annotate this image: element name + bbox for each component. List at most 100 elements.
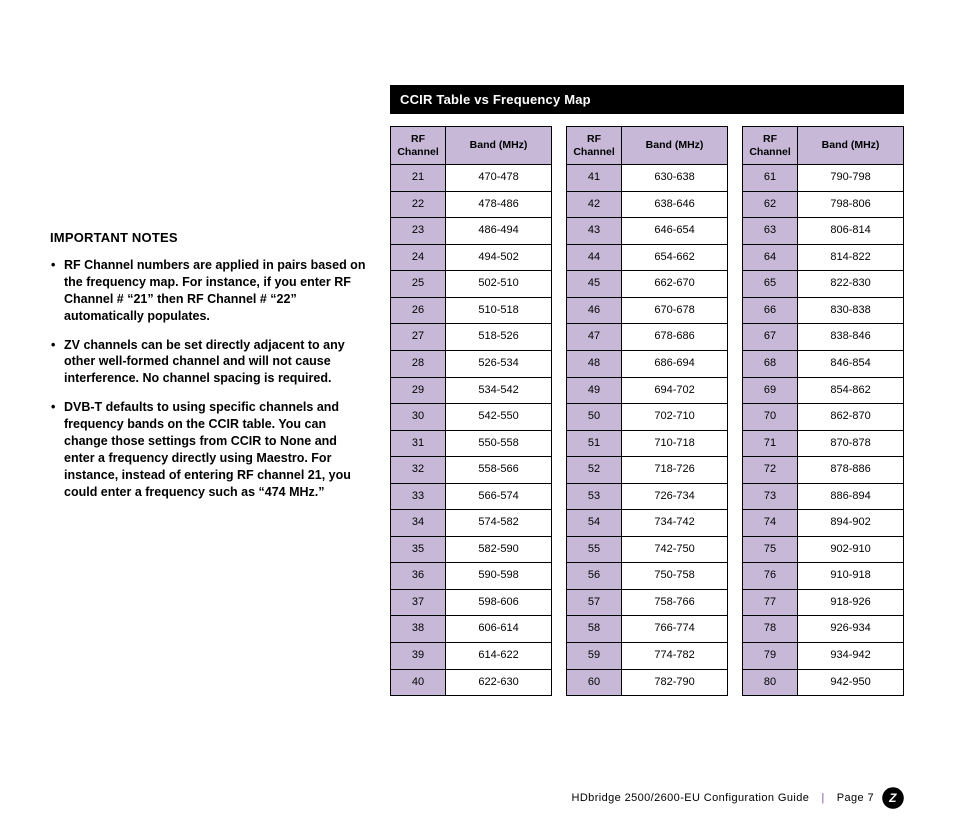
cell-band: 526-534 (446, 351, 552, 378)
table-row: 62798-806 (743, 191, 904, 218)
cell-band: 670-678 (622, 297, 728, 324)
table-row: 55742-750 (567, 536, 728, 563)
cell-rf-channel: 55 (567, 536, 622, 563)
table-row: 52718-726 (567, 457, 728, 484)
table-row: 41630-638 (567, 165, 728, 192)
table-row: 79934-942 (743, 643, 904, 670)
table-header-channel: RFChannel (567, 127, 622, 165)
cell-band: 774-782 (622, 643, 728, 670)
cell-rf-channel: 49 (567, 377, 622, 404)
cell-band: 502-510 (446, 271, 552, 298)
table-row: 60782-790 (567, 669, 728, 696)
cell-rf-channel: 74 (743, 510, 798, 537)
table-row: 43646-654 (567, 218, 728, 245)
cell-rf-channel: 76 (743, 563, 798, 590)
cell-band: 878-886 (798, 457, 904, 484)
cell-rf-channel: 56 (567, 563, 622, 590)
cell-band: 678-686 (622, 324, 728, 351)
table-row: 42638-646 (567, 191, 728, 218)
cell-band: 814-822 (798, 244, 904, 271)
cell-band: 838-846 (798, 324, 904, 351)
table-row: 45662-670 (567, 271, 728, 298)
table-header-band: Band (MHz) (622, 127, 728, 165)
table-row: 49694-702 (567, 377, 728, 404)
cell-band: 742-750 (622, 536, 728, 563)
table-header-band: Band (MHz) (446, 127, 552, 165)
cell-band: 486-494 (446, 218, 552, 245)
table-row: 61790-798 (743, 165, 904, 192)
cell-rf-channel: 38 (391, 616, 446, 643)
cell-rf-channel: 47 (567, 324, 622, 351)
cell-rf-channel: 32 (391, 457, 446, 484)
cell-rf-channel: 30 (391, 404, 446, 431)
table-row: 58766-774 (567, 616, 728, 643)
table-row: 59774-782 (567, 643, 728, 670)
cell-rf-channel: 80 (743, 669, 798, 696)
cell-rf-channel: 23 (391, 218, 446, 245)
cell-band: 622-630 (446, 669, 552, 696)
cell-rf-channel: 44 (567, 244, 622, 271)
cell-band: 910-918 (798, 563, 904, 590)
table-row: 21470-478 (391, 165, 552, 192)
cell-band: 686-694 (622, 351, 728, 378)
table-column: CCIR Table vs Frequency Map RFChannelBan… (390, 85, 904, 696)
cell-rf-channel: 50 (567, 404, 622, 431)
table-row: 77918-926 (743, 589, 904, 616)
table-row: 54734-742 (567, 510, 728, 537)
svg-text:v: v (898, 796, 904, 806)
cell-band: 598-606 (446, 589, 552, 616)
frequency-table: RFChannelBand (MHz)21470-47822478-486234… (390, 126, 552, 696)
cell-rf-channel: 54 (567, 510, 622, 537)
cell-rf-channel: 39 (391, 643, 446, 670)
notes-item: DVB-T defaults to using specific channel… (64, 399, 370, 500)
cell-rf-channel: 40 (391, 669, 446, 696)
cell-band: 798-806 (798, 191, 904, 218)
table-row: 36590-598 (391, 563, 552, 590)
cell-band: 710-718 (622, 430, 728, 457)
table-row: 74894-902 (743, 510, 904, 537)
cell-rf-channel: 70 (743, 404, 798, 431)
cell-band: 718-726 (622, 457, 728, 484)
cell-band: 606-614 (446, 616, 552, 643)
cell-band: 934-942 (798, 643, 904, 670)
cell-band: 574-582 (446, 510, 552, 537)
cell-rf-channel: 37 (391, 589, 446, 616)
cell-band: 630-638 (622, 165, 728, 192)
cell-band: 806-814 (798, 218, 904, 245)
cell-rf-channel: 48 (567, 351, 622, 378)
cell-rf-channel: 33 (391, 483, 446, 510)
table-row: 73886-894 (743, 483, 904, 510)
cell-band: 926-934 (798, 616, 904, 643)
table-row: 48686-694 (567, 351, 728, 378)
cell-rf-channel: 53 (567, 483, 622, 510)
cell-rf-channel: 68 (743, 351, 798, 378)
cell-rf-channel: 77 (743, 589, 798, 616)
table-title-bar: CCIR Table vs Frequency Map (390, 85, 904, 114)
cell-band: 894-902 (798, 510, 904, 537)
frequency-table: RFChannelBand (MHz)41630-63842638-646436… (566, 126, 728, 696)
cell-rf-channel: 26 (391, 297, 446, 324)
cell-band: 470-478 (446, 165, 552, 192)
cell-rf-channel: 45 (567, 271, 622, 298)
cell-rf-channel: 22 (391, 191, 446, 218)
table-row: 32558-566 (391, 457, 552, 484)
table-row: 53726-734 (567, 483, 728, 510)
table-row: 34574-582 (391, 510, 552, 537)
table-row: 78926-934 (743, 616, 904, 643)
cell-band: 702-710 (622, 404, 728, 431)
cell-band: 854-862 (798, 377, 904, 404)
cell-band: 726-734 (622, 483, 728, 510)
table-row: 38606-614 (391, 616, 552, 643)
cell-rf-channel: 25 (391, 271, 446, 298)
cell-rf-channel: 57 (567, 589, 622, 616)
table-row: 44654-662 (567, 244, 728, 271)
table-row: 50702-710 (567, 404, 728, 431)
notes-column: IMPORTANT NOTES RF Channel numbers are a… (50, 85, 370, 696)
cell-band: 550-558 (446, 430, 552, 457)
table-row: 27518-526 (391, 324, 552, 351)
cell-band: 766-774 (622, 616, 728, 643)
cell-band: 830-838 (798, 297, 904, 324)
notes-item: ZV channels can be set directly adjacent… (64, 337, 370, 388)
table-row: 80942-950 (743, 669, 904, 696)
cell-rf-channel: 42 (567, 191, 622, 218)
